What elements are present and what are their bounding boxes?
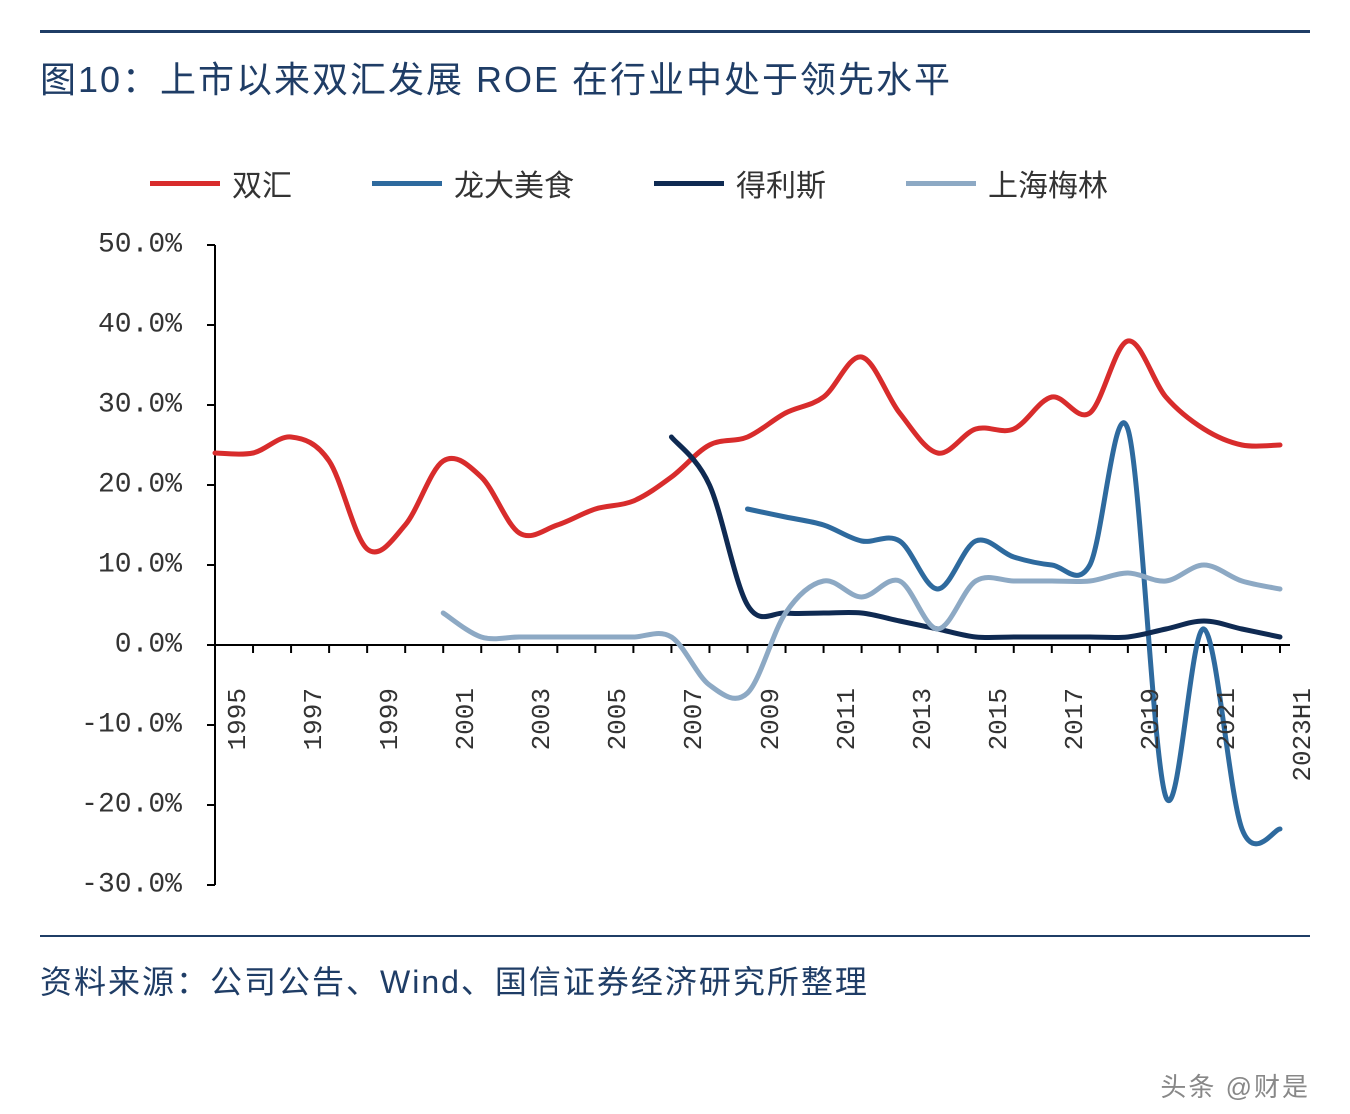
x-tick-label: 2003 — [527, 688, 557, 750]
y-tick-label: 20.0% — [98, 470, 182, 501]
legend-swatch — [906, 181, 976, 186]
legend-swatch — [654, 181, 724, 186]
series-line — [215, 341, 1280, 552]
x-tick-label: 2015 — [984, 688, 1014, 750]
x-tick-label: 2019 — [1136, 688, 1166, 750]
x-tick-label: 2023H1 — [1288, 688, 1318, 782]
chart-title: 图10：上市以来双汇发展 ROE 在行业中处于领先水平 — [40, 51, 1310, 103]
x-tick-label: 2017 — [1060, 688, 1090, 750]
title-rule-wrap: 图10：上市以来双汇发展 ROE 在行业中处于领先水平 — [40, 30, 1310, 131]
y-tick-label: -30.0% — [81, 870, 182, 901]
x-tick-label: 2005 — [603, 688, 633, 750]
x-tick-label: 2001 — [451, 688, 481, 750]
legend-label: 得利斯 — [736, 161, 826, 205]
watermark: 头条 @财是 — [1160, 1067, 1310, 1104]
x-tick-label: 2011 — [832, 688, 862, 750]
x-tick-label: 2007 — [679, 688, 709, 750]
y-tick-label: 40.0% — [98, 310, 182, 341]
series-line — [671, 437, 1280, 638]
legend-item: 上海梅林 — [906, 161, 1108, 205]
y-axis-labels: 50.0% 40.0% 30.0% 20.0% 10.0% 0.0% -10.0% -20.0… — [40, 225, 190, 905]
x-tick-label: 2021 — [1212, 688, 1242, 750]
legend-item: 龙大美食 — [372, 161, 574, 205]
figure-container: 图10：上市以来双汇发展 ROE 在行业中处于领先水平 双汇 龙大美食 得利斯 上海梅… — [0, 0, 1350, 1114]
y-tick-label: 10.0% — [98, 550, 182, 581]
x-axis-labels: 1995 1997 1999 2001 2003 2005 2007 2009 2011 2013… — [195, 688, 1310, 868]
y-tick-label: -20.0% — [81, 790, 182, 821]
legend-swatch — [372, 181, 442, 186]
chart-area: 50.0% 40.0% 30.0% 20.0% 10.0% 0.0% -10.0% -20.0… — [40, 225, 1310, 905]
y-tick-label: 50.0% — [98, 230, 182, 261]
x-tick-label: 1999 — [375, 688, 405, 750]
y-tick-label: -10.0% — [81, 710, 182, 741]
legend-label: 上海梅林 — [988, 161, 1108, 205]
legend-swatch — [150, 181, 220, 186]
x-tick-label: 2013 — [908, 688, 938, 750]
legend-item: 双汇 — [150, 161, 292, 205]
x-tick-label: 2009 — [756, 688, 786, 750]
x-tick-label: 1997 — [299, 688, 329, 750]
y-tick-label: 30.0% — [98, 390, 182, 421]
legend: 双汇 龙大美食 得利斯 上海梅林 — [40, 161, 1310, 205]
legend-item: 得利斯 — [654, 161, 826, 205]
legend-label: 双汇 — [232, 161, 292, 205]
x-tick-label: 1995 — [223, 688, 253, 750]
source-line: 资料来源：公司公告、Wind、国信证券经济研究所整理 — [40, 935, 1310, 1003]
legend-label: 龙大美食 — [454, 161, 574, 205]
y-tick-label: 0.0% — [115, 630, 182, 661]
